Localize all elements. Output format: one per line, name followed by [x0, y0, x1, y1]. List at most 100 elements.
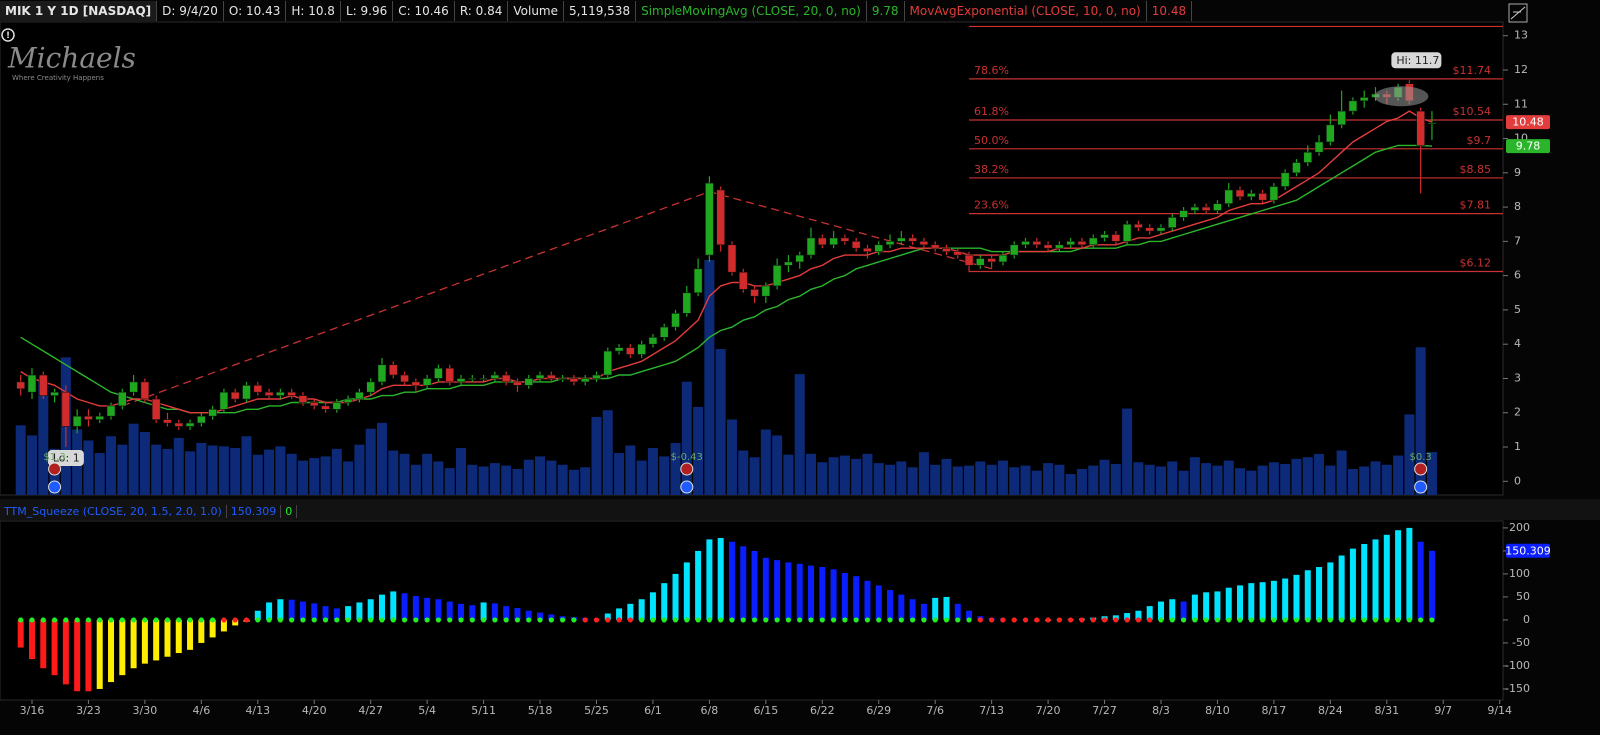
volume-bar — [614, 453, 625, 495]
squeeze-value: 150.309 — [227, 504, 282, 518]
volume-bar — [726, 419, 737, 495]
squeeze-bar — [717, 538, 724, 620]
volume-bar — [139, 432, 150, 495]
squeeze-bar — [728, 541, 735, 620]
candle-body — [942, 247, 951, 252]
squeeze-bar — [706, 539, 713, 620]
alert-icon[interactable] — [1, 28, 15, 42]
squeeze-bar — [164, 619, 171, 657]
fib-price: $6.12 — [1460, 257, 1492, 270]
squeeze-bar — [62, 619, 69, 685]
squeeze-dot — [1158, 617, 1164, 623]
y-tick-label: 6 — [1514, 269, 1521, 282]
volume-bar — [230, 448, 241, 495]
volume-bar — [659, 456, 670, 495]
squeeze-dot — [740, 617, 746, 623]
event-label: $0.3 — [1410, 452, 1432, 463]
volume-bar — [828, 457, 839, 495]
x-tick-label: 7/6 — [926, 704, 944, 717]
volume-bar — [151, 444, 162, 495]
candle-body — [479, 378, 488, 380]
y-tick-label: 11 — [1514, 97, 1528, 110]
candle-body — [1055, 244, 1064, 249]
candle-body — [738, 271, 748, 290]
squeeze-dot — [221, 617, 227, 623]
volume-bar — [478, 466, 489, 495]
squeeze-bar — [401, 593, 408, 620]
squeeze-dot — [97, 617, 103, 623]
volume-bar — [783, 454, 794, 495]
volume-bar — [501, 465, 512, 495]
squeeze-dot — [1260, 617, 1266, 623]
squeeze-dot — [537, 617, 543, 623]
volume-bar — [681, 381, 692, 495]
volume-bar — [975, 461, 986, 495]
logo-tagline: Where Creativity Happens — [12, 74, 104, 82]
fib-percent: 78.6% — [974, 64, 1009, 77]
candle-body — [467, 378, 477, 380]
volume-bar — [1257, 465, 1268, 495]
squeeze-dot — [1192, 617, 1198, 623]
volume-bar — [388, 450, 399, 495]
candle-body — [817, 237, 827, 246]
candle-body — [716, 189, 725, 246]
candle-body — [1077, 241, 1087, 246]
candle-body — [592, 374, 601, 379]
squeeze-bar — [1417, 541, 1424, 620]
volume-bar — [489, 463, 500, 495]
squeeze-dot — [1011, 617, 1017, 623]
candle-body — [874, 244, 884, 252]
x-tick-label: 6/8 — [701, 704, 719, 717]
squeeze-bar — [503, 606, 510, 620]
squeeze-dot — [1022, 617, 1029, 623]
squeeze-bar — [175, 619, 182, 654]
y-tick-label: 3 — [1514, 371, 1521, 384]
squeeze-dot — [198, 617, 204, 623]
squeeze-dot — [910, 617, 916, 623]
event-icon-info — [1414, 480, 1428, 494]
x-tick-label: 7/13 — [979, 704, 1004, 717]
volume-bar — [1155, 466, 1166, 495]
squeeze-bar — [1237, 585, 1244, 620]
volume-bar — [1381, 464, 1392, 495]
header-field: L: 9.96 — [341, 1, 394, 21]
volume-bar — [399, 453, 410, 495]
header-field: C: 10.46 — [393, 1, 455, 21]
style-button[interactable] — [1508, 3, 1528, 23]
x-tick-label: 4/27 — [358, 704, 383, 717]
squeeze-dot — [1372, 617, 1379, 623]
candle-body — [930, 244, 940, 249]
volume-bar — [128, 423, 139, 495]
moving-average-line — [20, 144, 1433, 414]
squeeze-dot — [469, 617, 475, 623]
candle-body — [309, 402, 319, 407]
fib-percent: 23.6% — [974, 199, 1009, 212]
squeeze-bar — [1248, 583, 1255, 620]
volume-bar — [1280, 463, 1291, 495]
x-tick-label: 7/20 — [1036, 704, 1061, 717]
style-button-icon — [1510, 6, 1526, 20]
squeeze-dot — [379, 617, 385, 623]
candle-body — [1156, 227, 1166, 232]
squeeze-title[interactable]: TTM_Squeeze (CLOSE, 20, 1.5, 2.0, 1.0) — [0, 504, 227, 518]
squeeze-dot — [955, 617, 961, 623]
candle-body — [1224, 189, 1234, 204]
event-label: $1.3 — [43, 452, 65, 463]
squeeze-dot — [1237, 617, 1243, 623]
symbol-title[interactable]: MIK 1 Y 1D [NASDAQ] — [5, 4, 152, 18]
candle-body — [118, 391, 127, 407]
squeeze-bar — [51, 619, 58, 676]
volume-bar — [760, 429, 771, 495]
volume-bar — [907, 467, 918, 495]
volume-bar — [410, 464, 421, 495]
volume-bar — [1133, 462, 1144, 495]
candle-body — [569, 378, 579, 383]
candle-body — [456, 378, 466, 383]
squeeze-dot — [1034, 617, 1040, 623]
candle-body — [535, 374, 545, 379]
candle-body — [1111, 234, 1121, 242]
x-tick-label: 8/31 — [1374, 704, 1399, 717]
volume-bar — [873, 463, 884, 495]
squeeze-bar — [85, 619, 92, 692]
